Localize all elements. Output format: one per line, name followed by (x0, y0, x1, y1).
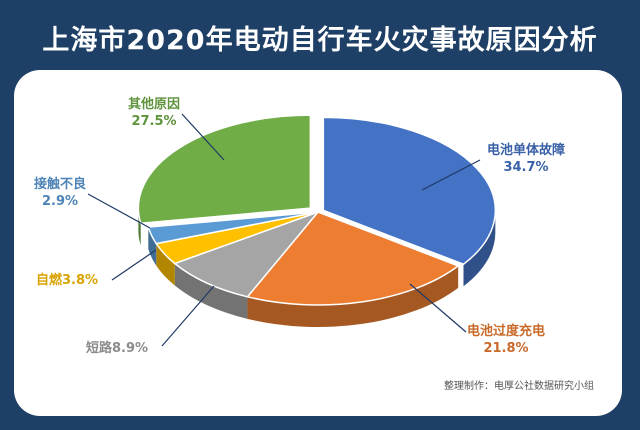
leader-line-2 (161, 285, 215, 347)
pie-slice-5 (137, 114, 312, 225)
leader-line-3 (111, 249, 157, 281)
slice-side-2 (174, 263, 248, 319)
slice-name-4: 接触不良 (34, 176, 86, 192)
slice-side-4 (148, 227, 157, 266)
slice-value-0: 34.7% (503, 160, 548, 175)
pie-slice-2 (173, 210, 321, 298)
pie-slice-0 (322, 116, 497, 266)
slice-labels: 电池单体故障 34.7% 电池过度充电 21.8% 短路8.9% 自燃3.8% 接触不良 2.… (34, 96, 565, 356)
leader-lines (87, 113, 481, 347)
slice-name-5: 其他原因 (128, 96, 180, 112)
slice-side-3 (156, 243, 175, 286)
pie-slices (137, 114, 497, 306)
pie-slice-1 (246, 211, 460, 306)
leader-line-1 (409, 283, 467, 333)
slice-name-0: 电池单体故障 (487, 142, 565, 158)
slice-value-5: 27.5% (131, 114, 176, 129)
slice-label-2: 短路8.9% (86, 340, 148, 356)
pie-sides (138, 208, 496, 327)
slice-value-4: 2.9% (42, 194, 78, 209)
leader-line-0 (421, 159, 481, 191)
leader-line-5 (181, 113, 225, 161)
pie-chart: 电池单体故障 34.7% 电池过度充电 21.8% 短路8.9% 自燃3.8% 接触不良 2.… (34, 96, 565, 356)
slice-side-0 (463, 210, 496, 287)
slice-value-1: 21.8% (483, 341, 528, 356)
page-title: 上海市2020年电动自行车火灾事故原因分析 (42, 25, 598, 56)
slice-label-3: 自燃3.8% (36, 272, 98, 288)
slice-side-1 (247, 265, 459, 327)
slice-name-1: 电池过度充电 (467, 323, 545, 339)
credit-note: 整理制作：电厚公社数据研究小组 (444, 381, 594, 392)
leader-line-4 (87, 193, 151, 229)
